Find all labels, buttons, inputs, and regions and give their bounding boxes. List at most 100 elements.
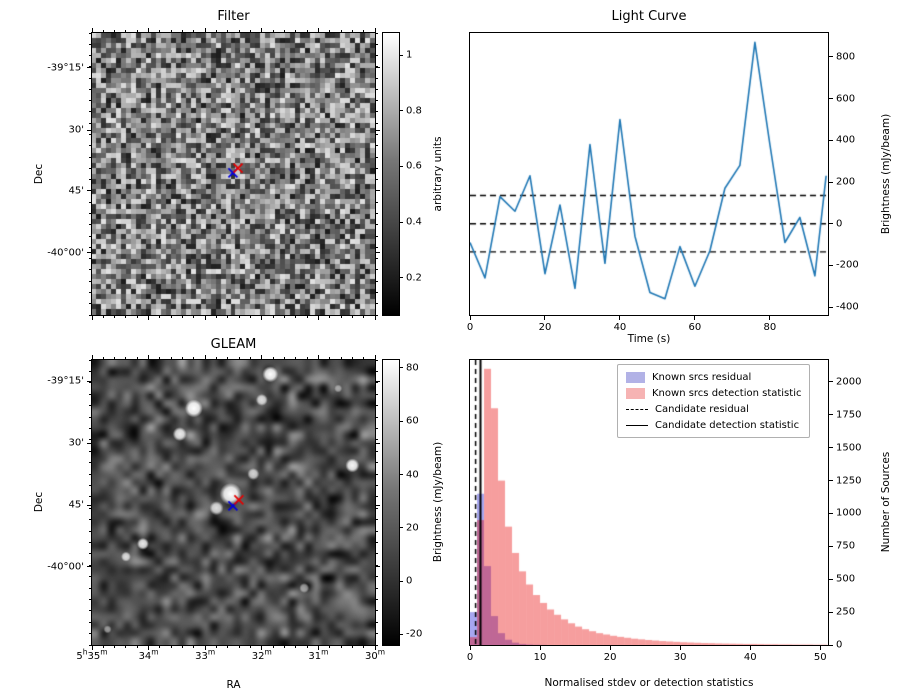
tick-mark (125, 30, 127, 32)
tick-mark (749, 646, 751, 650)
tick-mark (376, 167, 378, 169)
tick-mark (249, 30, 251, 32)
tick-mark (89, 235, 91, 237)
tick-mark (136, 357, 138, 359)
tick-mark (272, 30, 274, 32)
legend-item: Known srcs residual (626, 369, 801, 385)
tick-mark (376, 212, 378, 214)
tick-mark (374, 355, 376, 359)
tick-label: 600 (836, 93, 856, 105)
tick-mark (216, 30, 218, 32)
tick-mark (376, 55, 378, 57)
tick-mark (87, 252, 91, 254)
tick-mark (125, 357, 127, 359)
tick-mark (376, 566, 380, 568)
tick-mark (376, 541, 378, 543)
tick-mark (91, 646, 93, 650)
tick-mark (376, 122, 378, 124)
tick-mark (829, 223, 833, 225)
legend-patch-swatch (626, 387, 645, 399)
tick-mark (829, 447, 833, 449)
tick-mark (87, 442, 91, 444)
tick-mark (376, 43, 378, 45)
tick-mark (376, 179, 378, 181)
tick-mark (376, 291, 378, 293)
tick-mark (306, 30, 308, 32)
legend-item-label: Candidate detection statistic (655, 419, 800, 431)
tick-mark (89, 507, 91, 509)
tick-mark (261, 355, 263, 359)
tick-mark (89, 258, 91, 260)
tick-mark (400, 527, 403, 529)
tick-mark (89, 77, 91, 79)
tick-mark (829, 181, 833, 183)
filter-ylabel: Dec (33, 163, 45, 185)
tick-mark (376, 382, 378, 384)
tick-mark (363, 30, 365, 32)
tick-mark (249, 646, 251, 648)
tick-label: 30' (68, 124, 84, 136)
tick-mark (238, 646, 240, 648)
histogram-ylabel: Number of Sources (880, 451, 892, 553)
tick-label: -20 (406, 628, 423, 640)
tick-mark (400, 633, 403, 635)
tick-mark (340, 646, 342, 648)
tick-label: 2000 (836, 376, 862, 388)
tick-mark (340, 357, 342, 359)
tick-mark (829, 139, 833, 141)
tick-mark (89, 291, 91, 293)
tick-mark (376, 303, 378, 305)
tick-mark (400, 54, 403, 56)
tick-mark (89, 633, 91, 635)
gleam-image-canvas (91, 359, 376, 646)
tick-mark (89, 541, 91, 543)
tick-label: 30' (68, 437, 84, 449)
tick-mark (829, 56, 833, 58)
tick-mark (376, 473, 378, 475)
tick-mark (227, 646, 229, 648)
tick-label: 1000 (836, 507, 862, 519)
tick-mark (376, 134, 378, 136)
tick-mark (238, 316, 240, 318)
tick-mark (89, 269, 91, 271)
tick-mark (89, 416, 91, 418)
tick-mark (317, 28, 319, 32)
tick-mark (400, 221, 403, 223)
gleam-xlabel: RA (226, 679, 241, 691)
tick-label: -39°15' (47, 375, 84, 387)
tick-mark (829, 545, 833, 547)
tick-mark (376, 621, 378, 623)
tick-mark (148, 646, 150, 650)
tick-label: 33m (195, 647, 216, 662)
tick-label: 20 (406, 522, 419, 534)
tick-mark (340, 316, 342, 318)
tick-mark (376, 100, 378, 102)
tick-mark (829, 578, 833, 580)
tick-mark (469, 316, 471, 320)
tick-mark (376, 246, 378, 248)
tick-mark (400, 277, 403, 279)
tick-label: 80 (406, 362, 419, 374)
tick-mark (376, 553, 378, 555)
tick-mark (227, 30, 229, 32)
tick-mark (376, 633, 378, 635)
tick-mark (376, 530, 378, 532)
tick-mark (89, 382, 91, 384)
tick-mark (89, 167, 91, 169)
tick-mark (182, 646, 184, 648)
tick-mark (89, 564, 91, 566)
tick-mark (374, 316, 376, 320)
tick-mark (283, 316, 285, 318)
tick-mark (376, 644, 378, 646)
tick-mark (227, 316, 229, 318)
tick-mark (376, 507, 378, 509)
legend-line-swatch (626, 408, 648, 410)
tick-mark (114, 646, 116, 648)
tick-mark (376, 258, 378, 260)
tick-mark (376, 504, 380, 506)
tick-mark (539, 646, 541, 650)
tick-mark (469, 646, 471, 650)
legend-item: Candidate detection statistic (626, 417, 801, 433)
tick-label: 0.6 (406, 160, 422, 172)
